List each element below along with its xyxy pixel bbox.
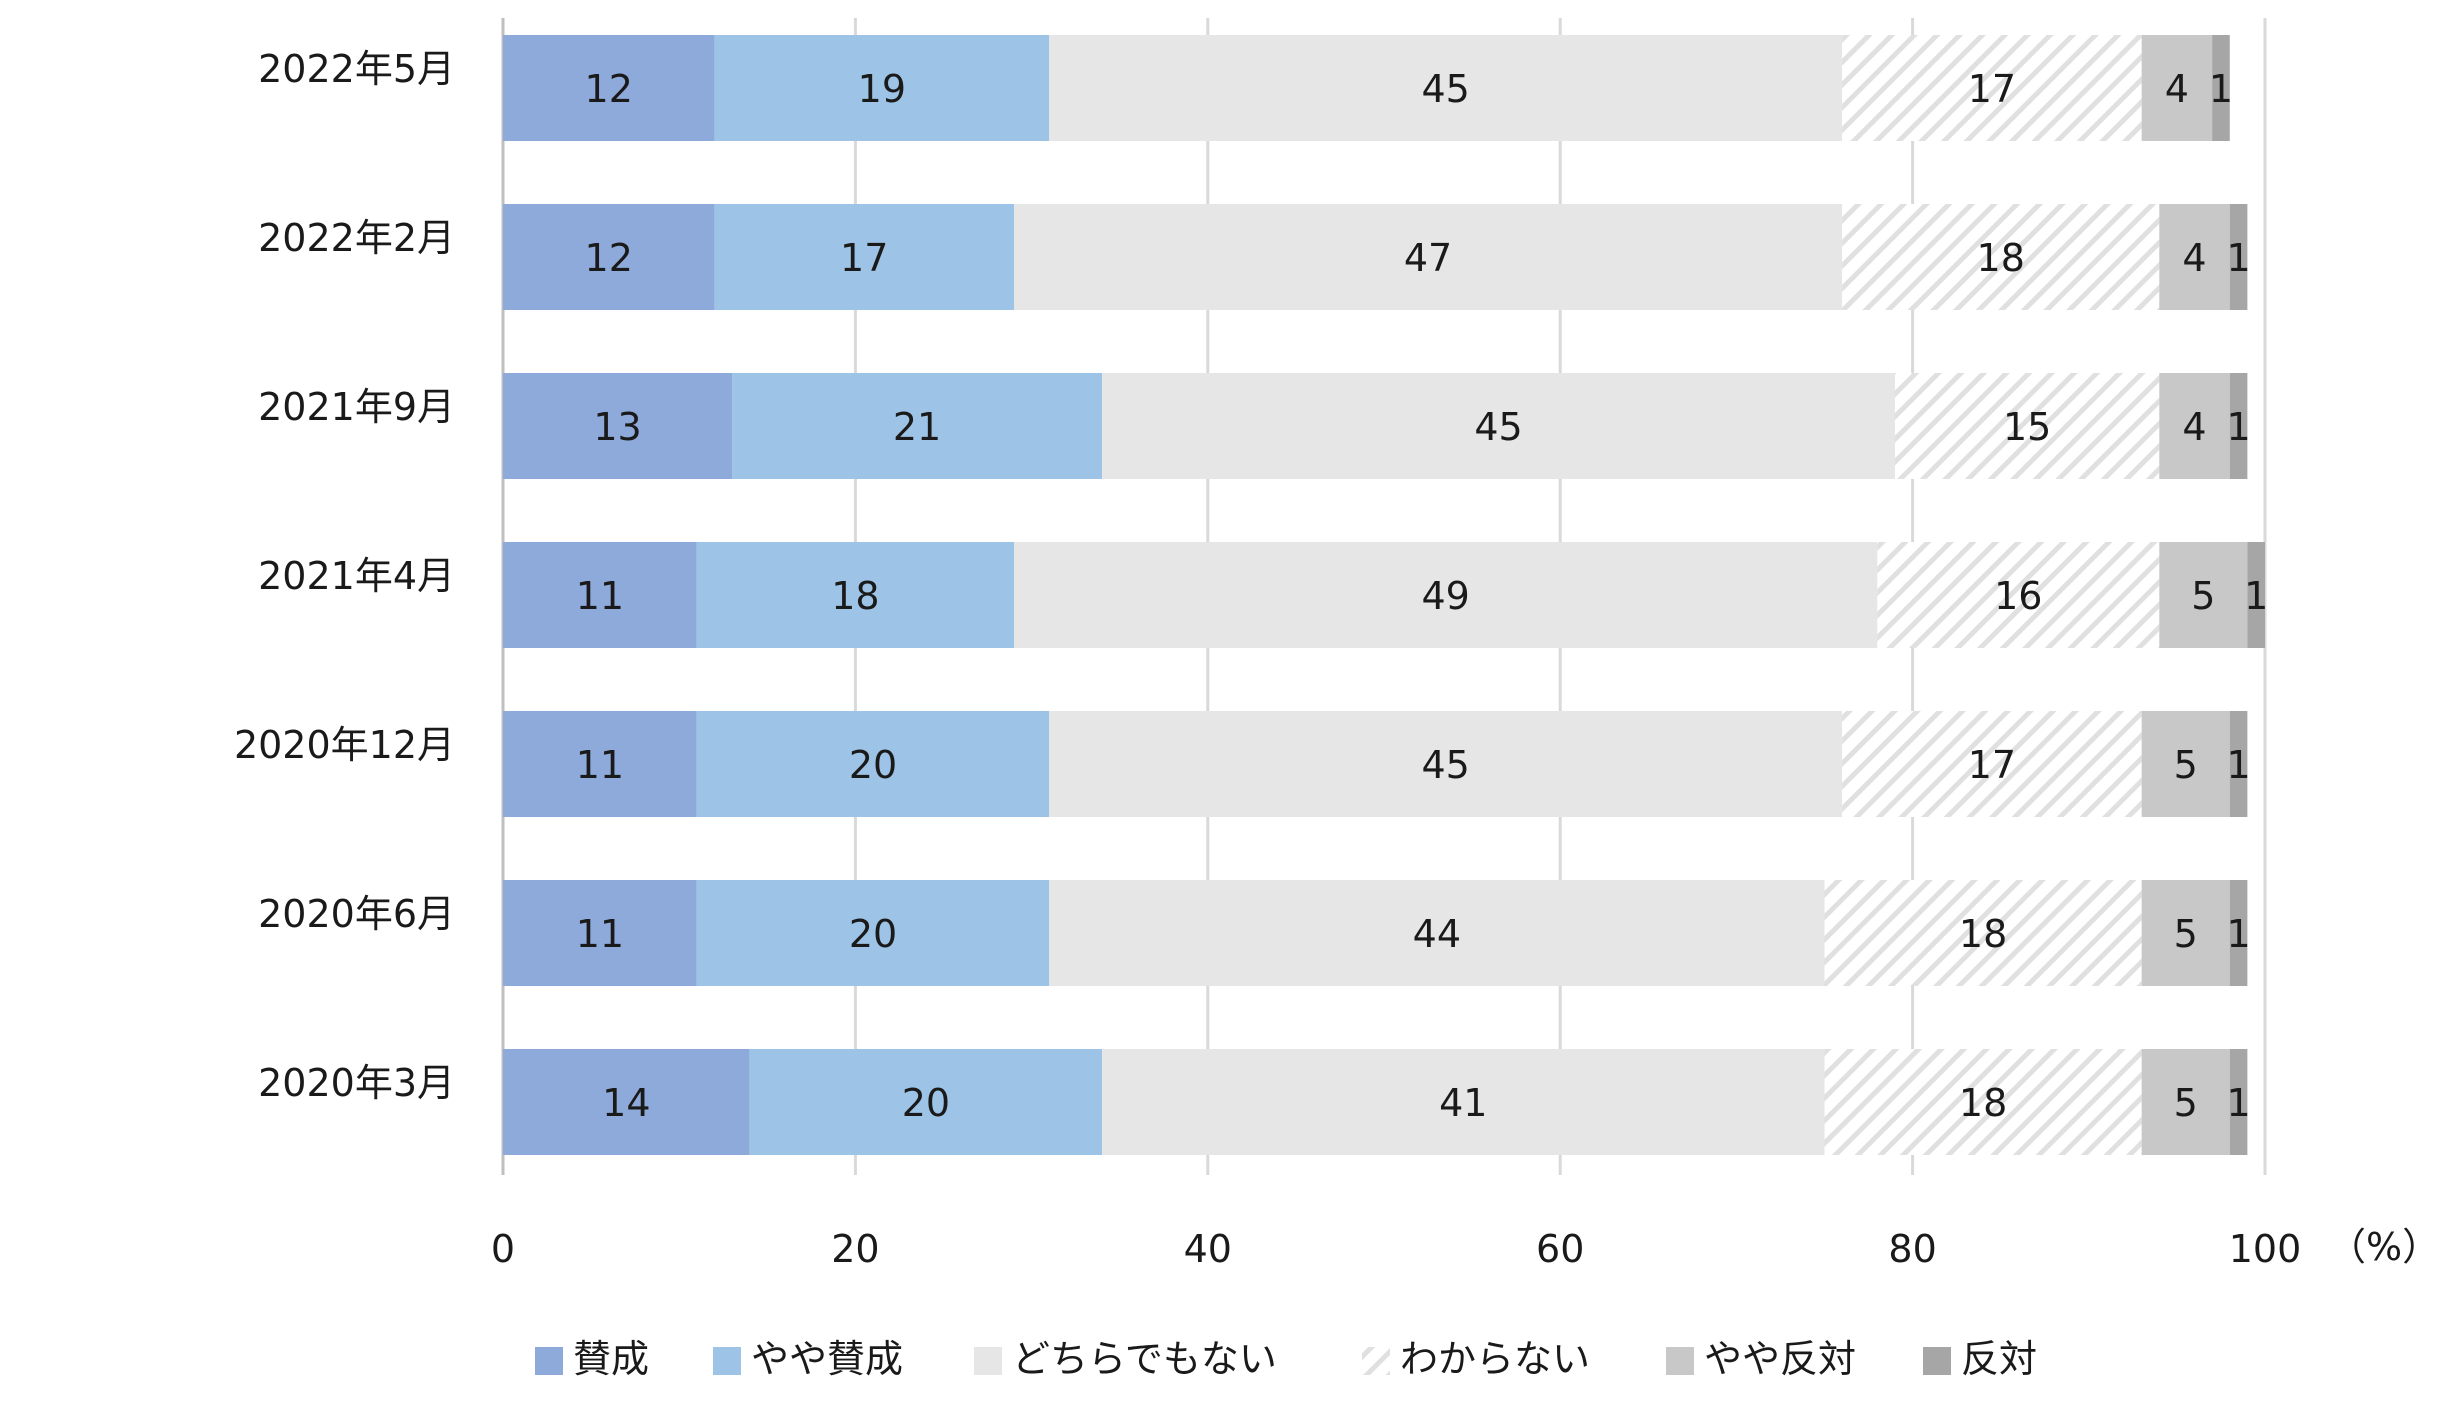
data-label: 13 [593,405,641,449]
data-label: 14 [602,1081,650,1125]
data-label: 4 [2165,67,2189,111]
data-label: 4 [2182,236,2206,280]
legend-label-5: 反対 [1961,1337,2037,1381]
data-label: 12 [585,67,633,111]
data-label: 1 [2244,574,2268,618]
data-label: 41 [1439,1081,1487,1125]
data-label: 5 [2174,912,2198,956]
data-label: 1 [2209,67,2233,111]
legend-label-4: やや反対 [1704,1337,1856,1381]
data-label: 17 [840,236,888,280]
x-tick-label-100: 100 [2229,1227,2302,1271]
data-label: 11 [576,912,624,956]
data-label: 18 [1977,236,2025,280]
category-label: 2022年5月 [258,47,455,91]
x-tick-label-80: 80 [1888,1227,1936,1271]
data-label: 20 [902,1081,950,1125]
legend-swatch-4 [1666,1347,1694,1375]
x-tick-label-40: 40 [1184,1227,1232,1271]
category-label: 2021年4月 [258,554,455,598]
x-tick-label-20: 20 [831,1227,879,1271]
x-axis-unit-label: （%） [2328,1225,2440,1269]
x-tick-label-60: 60 [1536,1227,1584,1271]
data-label: 1 [2226,405,2250,449]
category-label: 2021年9月 [258,385,455,429]
data-label: 1 [2226,743,2250,787]
data-label: 1 [2226,1081,2250,1125]
data-label: 15 [2003,405,2051,449]
data-label: 4 [2182,405,2206,449]
data-label: 11 [576,743,624,787]
category-label: 2020年3月 [258,1061,455,1105]
legend-swatch-3 [1362,1347,1390,1375]
data-label: 5 [2191,574,2215,618]
legend-swatch-2 [974,1347,1002,1375]
legend-swatch-5 [1923,1347,1951,1375]
data-label: 45 [1421,67,1469,111]
category-label: 2020年6月 [258,892,455,936]
data-label: 20 [849,912,897,956]
data-label: 1 [2226,236,2250,280]
data-label: 45 [1421,743,1469,787]
data-label: 1 [2226,912,2250,956]
legend-label-0: 賛成 [573,1337,649,1381]
data-label: 47 [1404,236,1452,280]
stacked-bar-chart: 2022年5月 12 19 45 17 4 12022年2月 12 17 47 18 4 12021年9… [0,0,2462,1415]
category-label: 2020年12月 [234,723,455,767]
data-label: 12 [585,236,633,280]
data-label: 44 [1413,912,1461,956]
legend-label-3: わからない [1400,1337,1590,1381]
data-label: 18 [1959,912,2007,956]
data-label: 17 [1968,67,2016,111]
x-tick-label-0: 0 [491,1227,515,1271]
data-label: 16 [1994,574,2042,618]
legend-label-1: やや賛成 [751,1337,903,1381]
data-label: 5 [2174,1081,2198,1125]
legend-label-2: どちらでもない [1012,1337,1277,1381]
legend-swatch-0 [535,1347,563,1375]
data-label: 17 [1968,743,2016,787]
data-label: 21 [893,405,941,449]
data-label: 49 [1421,574,1469,618]
data-label: 20 [849,743,897,787]
data-label: 18 [831,574,879,618]
data-label: 18 [1959,1081,2007,1125]
data-label: 45 [1474,405,1522,449]
legend-swatch-1 [713,1347,741,1375]
category-label: 2022年2月 [258,216,455,260]
data-label: 19 [858,67,906,111]
data-label: 5 [2174,743,2198,787]
data-label: 11 [576,574,624,618]
